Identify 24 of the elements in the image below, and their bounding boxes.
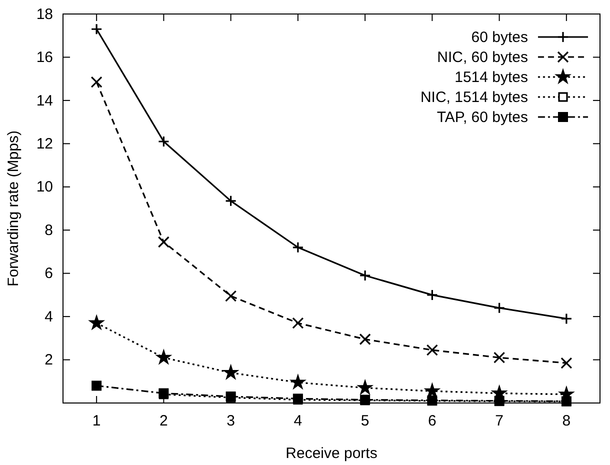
legend-label: 60 bytes bbox=[471, 29, 528, 46]
x-tick-label: 1 bbox=[92, 412, 101, 430]
y-tick-label: 12 bbox=[36, 135, 53, 152]
y-tick-label: 16 bbox=[36, 49, 53, 66]
legend-label: 1514 bytes bbox=[454, 69, 528, 86]
x-tick-label: 5 bbox=[360, 412, 370, 430]
y-tick-label: 2 bbox=[44, 352, 53, 369]
x-tick-label: 4 bbox=[294, 412, 302, 430]
x-tick-label: 2 bbox=[160, 412, 168, 430]
x-tick-label: 7 bbox=[495, 412, 504, 430]
y-tick-label: 14 bbox=[36, 92, 53, 110]
legend-label: NIC, 60 bytes bbox=[437, 49, 528, 66]
x-axis-title: Receive ports bbox=[286, 445, 378, 462]
x-tick-label: 6 bbox=[428, 412, 436, 430]
y-tick-label: 8 bbox=[44, 222, 53, 239]
y-tick-label: 10 bbox=[36, 178, 53, 196]
x-tick-label: 3 bbox=[226, 412, 235, 430]
legend-label: TAP, 60 bytes bbox=[436, 109, 528, 126]
y-tick-label: 18 bbox=[36, 6, 53, 23]
y-tick-label: 4 bbox=[44, 308, 53, 326]
y-tick-label: 6 bbox=[44, 265, 53, 282]
y-axis-title: Forwarding rate (Mpps) bbox=[5, 130, 22, 286]
legend-label: NIC, 1514 bytes bbox=[420, 89, 528, 106]
x-tick-label: 8 bbox=[562, 412, 571, 430]
